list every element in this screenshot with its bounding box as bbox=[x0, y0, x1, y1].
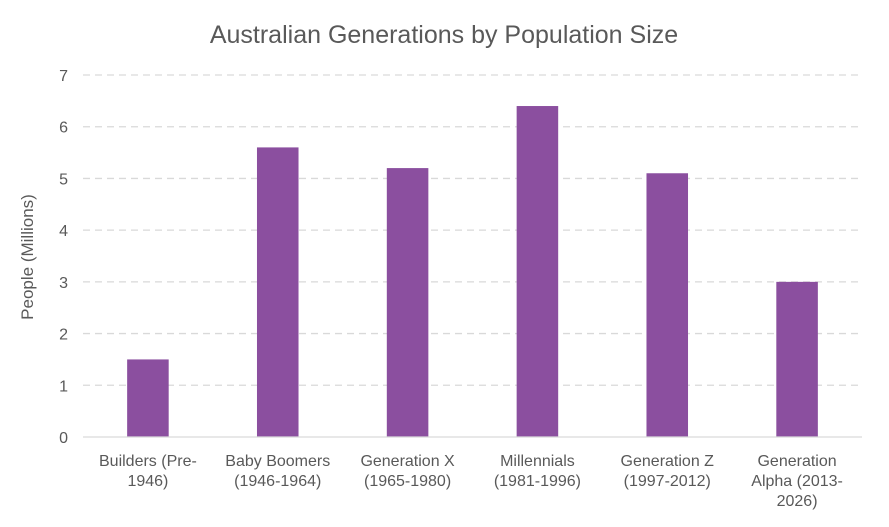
x-category-label-line: (1981-1996) bbox=[494, 473, 581, 490]
x-axis-category-labels: Builders (Pre- 1946) Baby Boomers (1946-196… bbox=[99, 453, 843, 510]
x-category-label-line: 2026) bbox=[777, 493, 818, 510]
y-tick-label: 0 bbox=[59, 430, 68, 447]
x-category-label-line: Millennials bbox=[500, 453, 575, 470]
x-category-label: Generation X (1965-1980) bbox=[360, 453, 455, 490]
x-category-label-line: 1946) bbox=[127, 473, 168, 490]
x-category-label: Generation Z (1997-2012) bbox=[621, 453, 715, 490]
y-tick-label: 6 bbox=[59, 120, 68, 137]
x-category-label-line: (1965-1980) bbox=[364, 473, 451, 490]
bar bbox=[646, 173, 689, 437]
x-category-label-line: Builders (Pre- bbox=[99, 453, 197, 470]
x-category-label: Builders (Pre- 1946) bbox=[99, 453, 197, 490]
y-tick-label: 1 bbox=[59, 378, 68, 395]
x-category-label-line: (1997-2012) bbox=[624, 473, 711, 490]
x-category-label: Baby Boomers (1946-1964) bbox=[225, 453, 330, 490]
y-tick-label: 2 bbox=[59, 327, 68, 344]
y-axis-label: People (Millions) bbox=[18, 194, 37, 320]
gridlines bbox=[83, 74, 862, 386]
y-tick-label: 7 bbox=[59, 68, 68, 85]
y-tick-label: 5 bbox=[59, 171, 68, 188]
bar bbox=[386, 168, 429, 438]
x-category-label-line: (1946-1964) bbox=[234, 473, 321, 490]
bar bbox=[256, 147, 299, 437]
bar bbox=[127, 359, 169, 437]
x-category-label-line: Generation bbox=[757, 453, 836, 470]
x-category-label-line: Generation Z bbox=[621, 453, 715, 470]
x-category-label-line: Baby Boomers bbox=[225, 453, 330, 470]
bar bbox=[776, 281, 818, 437]
bars bbox=[127, 106, 818, 438]
x-category-label: Millennials (1981-1996) bbox=[494, 453, 581, 490]
y-tick-label: 4 bbox=[59, 223, 68, 240]
y-axis-ticks: 0 1 2 3 4 5 6 7 bbox=[59, 68, 68, 447]
x-category-label: Generation Alpha (2013- 2026) bbox=[751, 453, 843, 510]
y-tick-label: 3 bbox=[59, 275, 68, 292]
bar bbox=[516, 106, 559, 438]
x-category-label-line: Alpha (2013- bbox=[751, 473, 843, 490]
x-category-label-line: Generation X bbox=[360, 453, 455, 470]
chart-title: Australian Generations by Population Siz… bbox=[210, 21, 678, 49]
